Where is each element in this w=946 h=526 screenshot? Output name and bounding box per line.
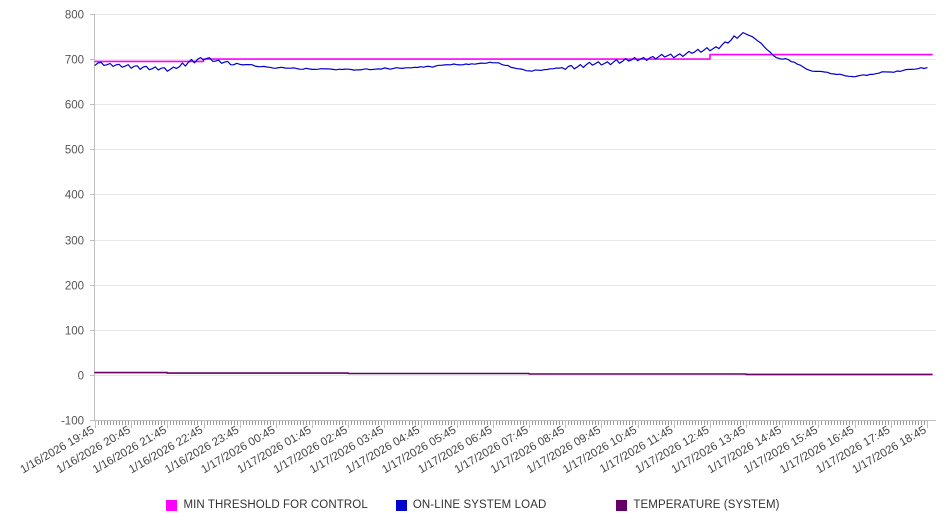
legend-item-3[interactable]: TEMPERATURE (SYSTEM) (616, 499, 779, 511)
x-axis-minor-ticks-group (95, 421, 928, 428)
y-axis-tick-label: 200 (65, 281, 84, 293)
legend-color-swatch-icon (616, 499, 628, 511)
y-axis-tick-label: 300 (65, 236, 84, 248)
y-axis-tick-label: 500 (65, 145, 84, 157)
legend-color-swatch-icon (166, 499, 178, 511)
y-axis-labels-group: 800 700 600 500 400 300 200 100 0 -100 (61, 10, 84, 428)
legend-item-label: ON-LINE SYSTEM LOAD (412, 499, 547, 511)
legend-item-label: MIN THRESHOLD FOR CONTROL (183, 499, 368, 511)
legend-color-swatch-icon (395, 499, 407, 511)
y-axis-tick-label: 400 (65, 190, 84, 202)
legend-item-2[interactable]: ON-LINE SYSTEM LOAD (395, 499, 547, 511)
data-series-group (94, 32, 933, 376)
x-axis-labels-group: 1/16/2026 19:451/16/2026 20:451/16/2026 … (18, 424, 928, 476)
y-axis-tick-label: 700 (65, 55, 84, 67)
y-axis-tick-label: 600 (65, 100, 84, 112)
y-axis-tick-label: -100 (61, 416, 84, 428)
y-axis-tick-label: 100 (65, 326, 84, 338)
y-axis-tick-label: 800 (65, 10, 84, 22)
series-line-1 (94, 53, 933, 63)
chart-legend: MIN THRESHOLD FOR CONTROL ON-LINE SYSTEM … (0, 494, 946, 516)
legend-item-1[interactable]: MIN THRESHOLD FOR CONTROL (166, 499, 368, 511)
series-line-3 (94, 371, 933, 376)
series-line-2 (94, 32, 928, 78)
y-axis-tick-label: 0 (78, 371, 84, 383)
legend-item-label: TEMPERATURE (SYSTEM) (633, 499, 780, 511)
